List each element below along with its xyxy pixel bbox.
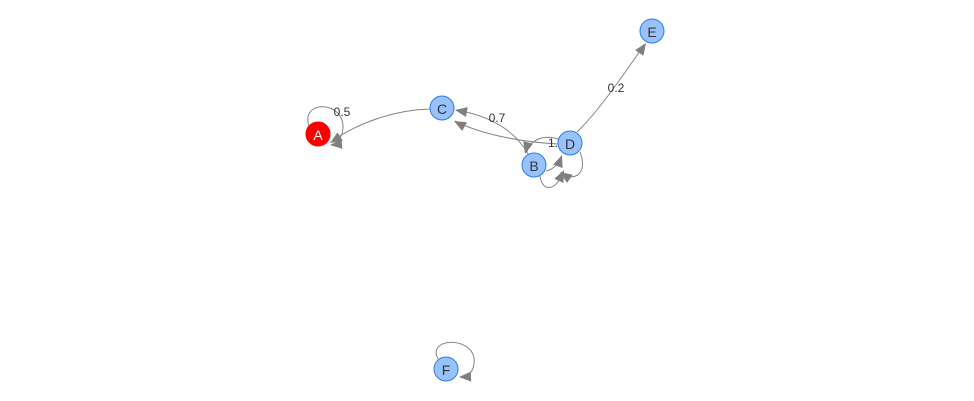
edge-c-to-a[interactable] <box>330 108 431 143</box>
node-circle[interactable] <box>433 356 459 382</box>
node-d[interactable]: D <box>557 130 583 156</box>
node-circle[interactable] <box>557 130 583 156</box>
edge-arrowhead-icon <box>459 371 472 382</box>
edge-b-to-d[interactable] <box>545 155 563 172</box>
edge-arrowhead-icon <box>635 43 646 56</box>
edges-layer <box>307 43 646 382</box>
edge-d-to-e[interactable] <box>576 43 646 133</box>
edge-weight-label: 0.5 <box>334 105 351 119</box>
edge-arrowhead-icon <box>560 172 573 183</box>
edge-line[interactable] <box>576 43 646 133</box>
nodes-layer: A B C D E F <box>305 18 665 382</box>
edge-d-to-c[interactable] <box>454 120 559 145</box>
node-b[interactable]: B <box>521 152 547 178</box>
edge-labels-layer: 0.5 0.7 0.2 1. <box>334 81 625 150</box>
edge-arrowhead-icon <box>455 107 468 118</box>
edge-f-to-f[interactable] <box>435 341 475 382</box>
edge-b-to-c[interactable] <box>455 107 529 155</box>
edge-arrowhead-icon <box>330 132 343 143</box>
node-f[interactable]: F <box>433 356 459 382</box>
node-e[interactable]: E <box>639 18 665 44</box>
edge-arrowhead-icon <box>553 155 563 168</box>
node-circle[interactable] <box>305 121 331 147</box>
edge-weight-label: 0.7 <box>489 111 506 125</box>
edge-line[interactable] <box>561 151 584 178</box>
node-circle[interactable] <box>429 95 455 121</box>
node-a[interactable]: A <box>305 121 331 147</box>
edge-arrowhead-icon <box>523 141 533 154</box>
edge-line[interactable] <box>454 120 559 145</box>
node-circle[interactable] <box>639 18 665 44</box>
edge-d-to-b[interactable] <box>523 136 561 154</box>
node-c[interactable]: C <box>429 95 455 121</box>
edge-arrowhead-icon <box>454 121 467 132</box>
edge-weight-label: 0.2 <box>608 81 625 95</box>
edge-d-to-d[interactable] <box>560 151 584 183</box>
edge-line[interactable] <box>331 108 431 142</box>
edge-weight-label: 1. <box>548 136 558 150</box>
node-circle[interactable] <box>521 152 547 178</box>
